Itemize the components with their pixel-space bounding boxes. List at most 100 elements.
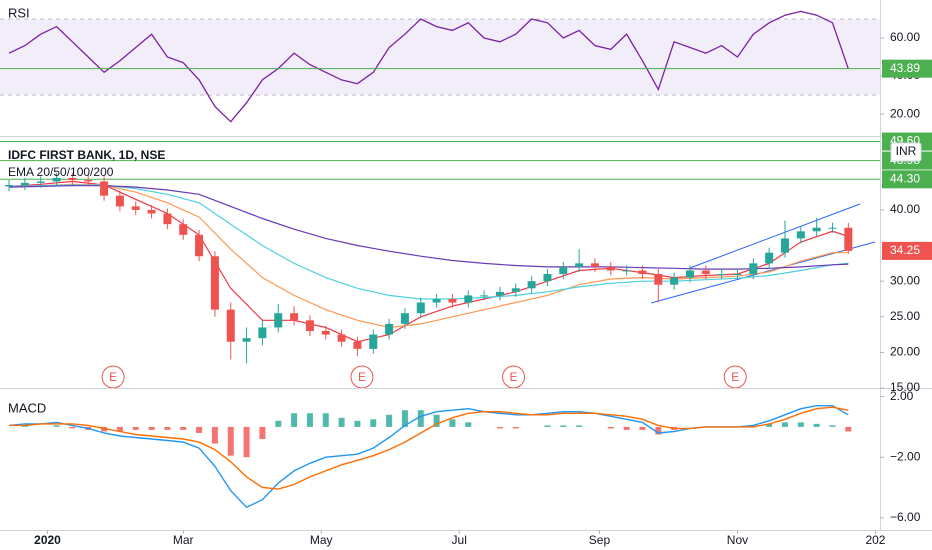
- candle-body: [20, 182, 29, 186]
- macd-histogram-bar: [623, 426, 630, 430]
- macd-histogram-bar: [69, 426, 76, 429]
- candle-body: [828, 227, 837, 229]
- macd-histogram-bar: [560, 425, 567, 427]
- candle-body: [290, 313, 299, 321]
- macd-histogram-bar: [433, 414, 440, 427]
- candle-body: [36, 181, 45, 183]
- macd-histogram-bar: [306, 413, 313, 427]
- candle-body: [385, 323, 394, 335]
- candle-body: [812, 227, 821, 232]
- candle-body: [559, 266, 568, 275]
- earnings-marker: [350, 365, 374, 388]
- level-label-box: [882, 170, 932, 189]
- macd-histogram-bar: [655, 426, 662, 435]
- macd-histogram-bar: [322, 413, 329, 427]
- x-tick-label: Sep: [589, 533, 611, 547]
- macd-histogram-bar: [417, 410, 424, 427]
- candle-body: [52, 177, 61, 182]
- candle-body: [606, 266, 615, 271]
- level-label: 44.30: [890, 171, 920, 185]
- price-axis: 20.00 40.00 60.00 43.89 15.00 20.00 25.00 30.00…: [880, 30, 932, 524]
- candle-body: [527, 281, 536, 289]
- y-tick-label: 40.00: [890, 202, 920, 216]
- macd-histogram-bar: [766, 423, 773, 427]
- candle-body: [765, 252, 774, 264]
- y-tick-label: 25.00: [890, 309, 920, 323]
- candle-body: [195, 234, 204, 257]
- macd-histogram-bar: [496, 426, 503, 429]
- candle-body: [242, 338, 251, 342]
- candle-body: [226, 309, 235, 342]
- candle-body: [274, 313, 283, 328]
- candle-body: [448, 298, 457, 303]
- macd-histogram-bar: [370, 419, 377, 427]
- macd-histogram-bar: [101, 426, 108, 432]
- candle-body: [210, 256, 219, 310]
- x-tick-label: 2020: [34, 533, 61, 547]
- x-tick-label: Nov: [727, 533, 748, 547]
- candle-body: [575, 263, 584, 267]
- candle-body: [131, 206, 140, 210]
- macd-histogram-bar: [196, 426, 203, 433]
- candle-body: [733, 274, 742, 276]
- macd-pane: [8, 405, 852, 509]
- y-tick-label: 30.00: [890, 273, 920, 287]
- x-tick-label: May: [310, 533, 333, 547]
- candle-body: [416, 302, 425, 314]
- candle-body: [369, 334, 378, 349]
- candle-body: [717, 274, 726, 276]
- last-price-box: [882, 241, 932, 260]
- macd-title: MACD: [8, 400, 46, 415]
- macd-histogram-bar: [750, 425, 757, 427]
- macd-histogram-bar: [291, 413, 298, 427]
- symbol-title: IDFC FIRST BANK, 1D, NSE: [8, 148, 165, 162]
- earnings-marker: [723, 365, 747, 388]
- rsi-pane: [0, 10, 880, 123]
- macd-histogram-bar: [132, 426, 139, 430]
- rsi-line: [8, 10, 849, 123]
- y-tick-label: 15.00: [890, 380, 920, 394]
- candle-body: [749, 263, 758, 275]
- earnings-marker: [502, 365, 526, 388]
- candle-body: [622, 270, 631, 272]
- macd-histogram-bar: [53, 425, 60, 427]
- candle-body: [480, 295, 489, 297]
- earnings-marker: [101, 365, 125, 388]
- macd-histogram-bar: [449, 419, 456, 427]
- candle-body: [543, 274, 552, 282]
- candle-body: [590, 263, 599, 267]
- candle-body: [511, 288, 520, 292]
- candle-body: [654, 274, 663, 285]
- macd-histogram-bar: [797, 422, 804, 427]
- candle-body: [258, 327, 267, 339]
- y-tick-label: 20.00: [890, 345, 920, 359]
- rsi-band: [0, 19, 880, 96]
- x-tick-label: 202: [865, 533, 885, 547]
- macd-histogram-bar: [354, 420, 361, 427]
- candle-body: [147, 209, 156, 214]
- candle-body: [400, 313, 409, 324]
- macd-histogram-bar: [148, 426, 155, 430]
- candle-body: [179, 224, 188, 235]
- candle-body: [163, 213, 172, 225]
- macd-histogram-bar: [465, 422, 472, 427]
- candle-body: [796, 231, 805, 239]
- earnings-label: E: [510, 370, 518, 384]
- candle-body: [701, 270, 710, 275]
- x-tick-label: Mar: [173, 533, 194, 547]
- macd-histogram-bar: [180, 426, 187, 430]
- earnings-label: E: [109, 370, 117, 384]
- last-price-label: 34.25: [890, 243, 920, 257]
- macd-histogram-bar: [781, 422, 788, 427]
- price-label-box: [882, 59, 932, 78]
- trend-line: [689, 203, 861, 269]
- candle-body: [100, 181, 109, 196]
- candle-body: [464, 295, 473, 303]
- price-label: 43.89: [890, 61, 920, 75]
- x-tick-label: Jul: [452, 533, 467, 547]
- y-tick-label: −6.00: [890, 510, 921, 524]
- macd-histogram-bar: [116, 426, 123, 432]
- macd-histogram-bar: [829, 425, 836, 427]
